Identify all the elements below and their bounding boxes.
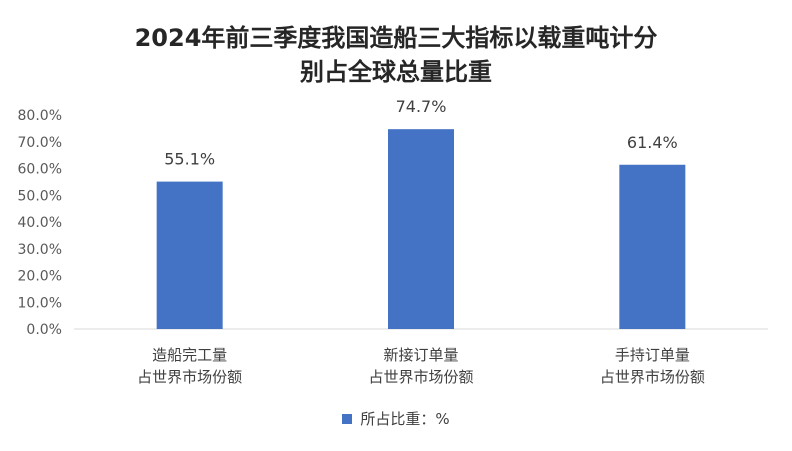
legend-label: 所占比重：% bbox=[360, 410, 450, 428]
legend: 所占比重：% bbox=[0, 408, 792, 429]
y-tick-label: 70.0% bbox=[18, 135, 62, 151]
chart-title-line-1: 2024年前三季度我国造船三大指标以载重吨计分 bbox=[134, 24, 658, 52]
y-tick-label: 40.0% bbox=[18, 215, 62, 231]
x-category-label: 占世界市场份额 bbox=[368, 368, 473, 386]
bar bbox=[619, 164, 686, 329]
data-label: 74.7% bbox=[396, 97, 447, 116]
y-tick-label: 50.0% bbox=[18, 188, 62, 204]
x-category-label: 占世界市场份额 bbox=[137, 368, 242, 386]
data-label: 55.1% bbox=[164, 150, 215, 169]
x-category-label: 占世界市场份额 bbox=[600, 368, 705, 386]
x-category-label: 手持订单量 bbox=[615, 346, 690, 364]
y-tick-label: 60.0% bbox=[18, 162, 62, 178]
y-tick-label: 80.0% bbox=[18, 108, 62, 124]
y-tick-label: 10.0% bbox=[18, 295, 62, 311]
y-tick-label: 0.0% bbox=[26, 322, 62, 338]
legend-swatch bbox=[342, 413, 353, 424]
chart-title-line-2: 别占全球总量比重 bbox=[300, 58, 492, 86]
x-category-label: 新接订单量 bbox=[383, 346, 458, 364]
y-tick-label: 30.0% bbox=[18, 242, 62, 258]
x-category-label: 造船完工量 bbox=[152, 346, 227, 364]
bar bbox=[388, 129, 454, 329]
data-label: 61.4% bbox=[627, 133, 678, 152]
y-tick-label: 20.0% bbox=[18, 269, 62, 285]
bar bbox=[156, 181, 223, 329]
